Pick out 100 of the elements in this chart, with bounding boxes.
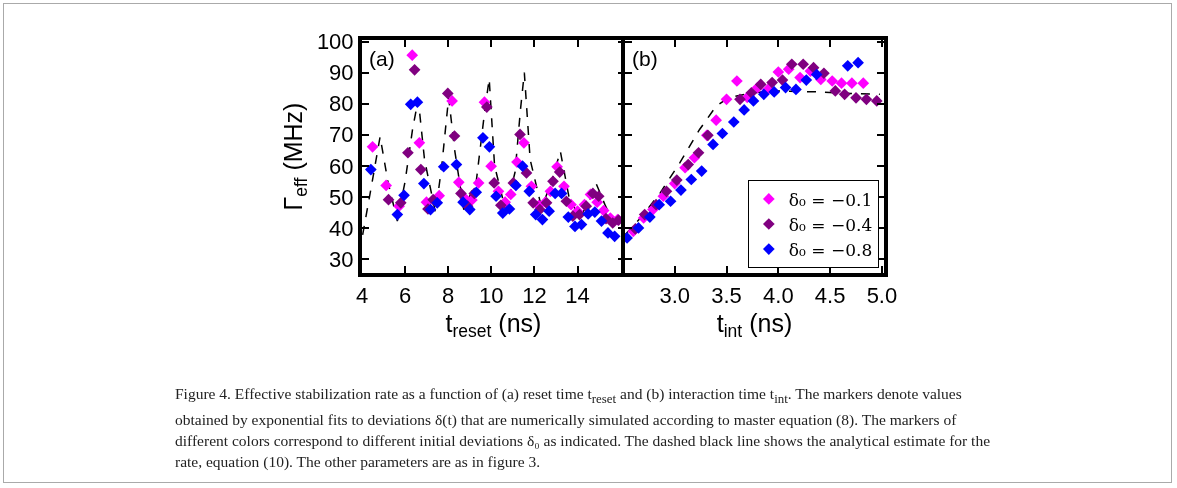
point [800, 74, 813, 86]
point [477, 132, 489, 144]
point [870, 95, 883, 107]
point [857, 77, 870, 90]
point [797, 58, 810, 71]
point [710, 114, 723, 126]
point [450, 158, 463, 171]
x-axis-title: t$_{reset}$ (ns) [445, 308, 542, 342]
point [685, 173, 698, 186]
legend-label: δ₀ = −0.1 [788, 189, 873, 210]
x-tick-label: 3.0 [659, 283, 691, 309]
point [366, 141, 379, 153]
y-tick-label: 80 [329, 91, 354, 117]
point [860, 93, 873, 106]
point [670, 174, 683, 186]
point [431, 196, 444, 209]
point [772, 66, 785, 78]
point [418, 177, 430, 190]
point [472, 177, 485, 189]
point [562, 211, 575, 223]
point [415, 163, 427, 176]
point [720, 93, 733, 106]
point [768, 86, 781, 98]
point [408, 63, 421, 76]
point [660, 185, 673, 198]
point [682, 158, 695, 171]
point [480, 101, 493, 113]
point [776, 74, 789, 86]
point [398, 189, 410, 202]
point [852, 56, 864, 69]
point [488, 177, 500, 189]
point [779, 81, 792, 94]
point [441, 87, 454, 100]
point [841, 59, 854, 72]
point [523, 185, 536, 198]
point [413, 136, 426, 149]
point [653, 198, 666, 211]
point [520, 167, 533, 179]
point [790, 83, 802, 96]
point [490, 190, 502, 203]
x-tick-label: 8 [442, 283, 455, 309]
point [514, 128, 526, 141]
point [536, 213, 549, 226]
legend-label: δ₀ = −0.8 [788, 239, 873, 260]
x-tick-label: 3.5 [711, 283, 742, 309]
point [543, 205, 555, 218]
x-tick-label: 5.0 [866, 283, 898, 309]
point [644, 211, 656, 223]
point [747, 95, 760, 107]
point [503, 203, 516, 215]
point [485, 160, 497, 172]
annotation: (b) [632, 47, 658, 70]
point [455, 187, 467, 200]
point [850, 91, 862, 104]
caption: Figure 4. Effective stabilization rate as a function of (a) reset time t$_{reset}$ and (b) interaction time t$_{int}$. The markers denote values obtained by exponential fits to deviations δ(t) that are numerically simulated according to master equation (8). The markers of different colors correspond to different initial deviations δ₀ as indicated. The dashed black line shows the analytical estimate for the rate, equation (10). The other parameters are as in figure 3. [175, 384, 991, 473]
point [695, 165, 708, 177]
point [727, 116, 740, 128]
annotation: (a) [369, 47, 395, 70]
x-tick-label: 4 [355, 283, 369, 309]
point [437, 160, 450, 173]
y-tick-label: 90 [329, 60, 354, 86]
point [829, 85, 842, 97]
point [406, 49, 419, 62]
y-tick-label: 40 [329, 215, 354, 241]
x-tick-label: 12 [522, 283, 547, 309]
point [553, 166, 566, 178]
x-tick-label: 4.0 [763, 283, 794, 309]
point [757, 88, 770, 101]
legend-label: δ₀ = −0.4 [788, 214, 873, 235]
point [560, 195, 573, 208]
point [838, 88, 851, 101]
y-tick-label: 100 [316, 29, 354, 55]
point [692, 146, 705, 159]
x-tick-label: 10 [479, 283, 504, 309]
point [394, 196, 407, 209]
x-tick-label: 4.5 [814, 283, 846, 309]
point [516, 160, 529, 172]
y-tick-label: 60 [329, 153, 354, 179]
point [738, 104, 750, 116]
y-tick-label: 30 [329, 246, 354, 272]
point [496, 207, 509, 219]
point [835, 77, 848, 90]
point [483, 141, 496, 153]
point [745, 86, 758, 99]
point [529, 208, 542, 221]
point [382, 193, 395, 206]
point [504, 188, 517, 201]
point [518, 136, 530, 149]
x-axis-title: t$_{int}$ (ns) [716, 308, 793, 342]
y-tick-label: 70 [329, 122, 354, 148]
point [734, 93, 746, 106]
y-tick-label: 50 [329, 184, 354, 210]
point [547, 175, 559, 188]
point [664, 195, 677, 208]
point [766, 76, 778, 89]
point [446, 95, 458, 107]
x-tick-label: 14 [565, 283, 590, 309]
point [608, 230, 621, 243]
x-tick-label: 6 [398, 283, 412, 309]
point [452, 176, 465, 189]
